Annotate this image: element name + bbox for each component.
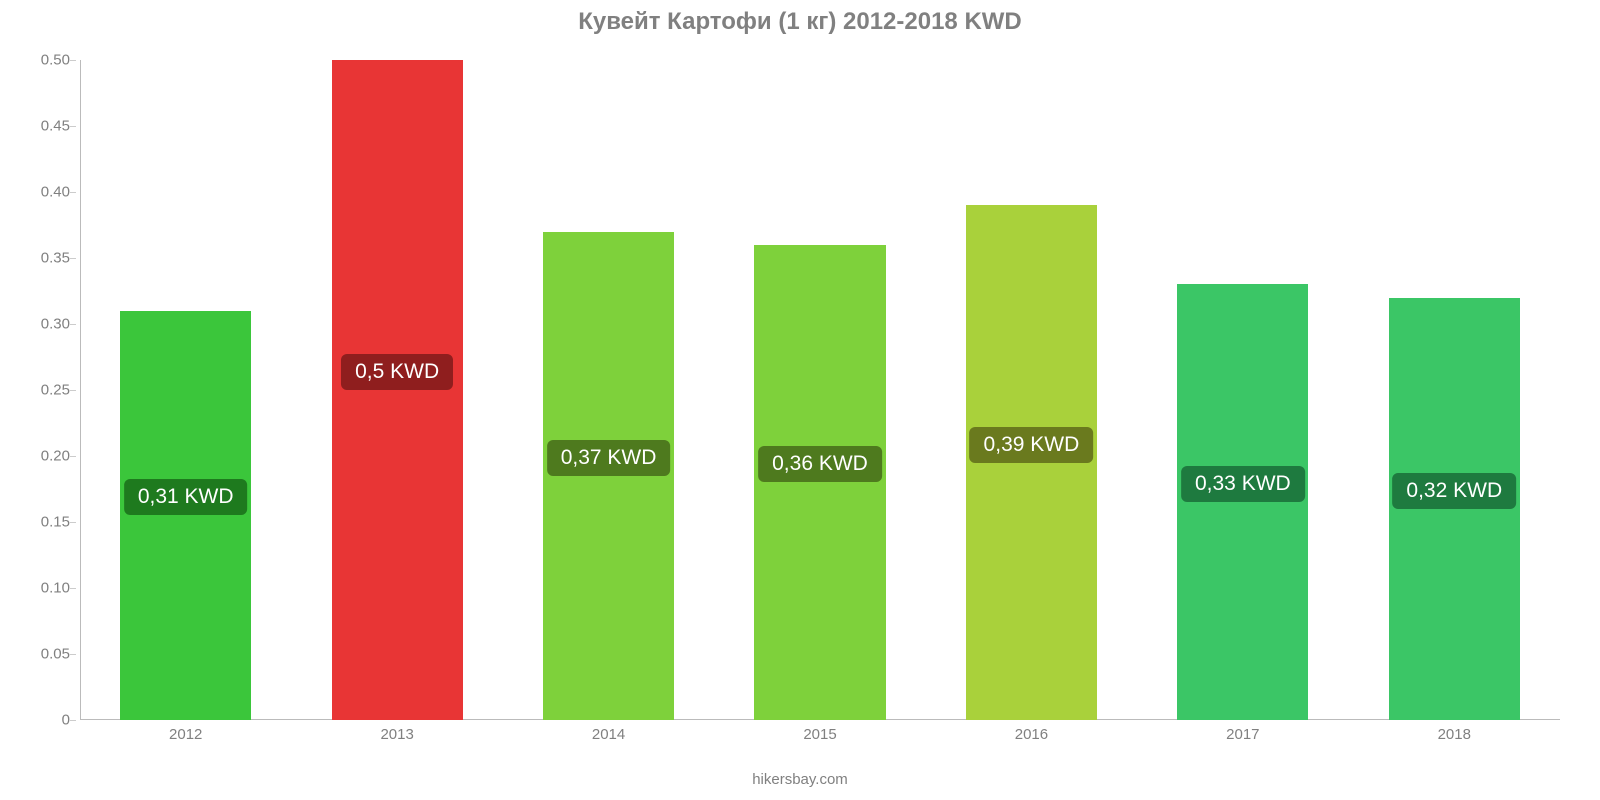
y-tick-label: 0.30 <box>41 316 70 333</box>
y-axis: 00.050.100.150.200.250.300.350.400.450.5… <box>0 60 80 720</box>
bar-value-label: 0,36 KWD <box>758 446 882 482</box>
y-tick-label: 0.15 <box>41 514 70 531</box>
bar: 0,33 KWD <box>1177 284 1308 720</box>
y-tick-mark <box>70 192 76 193</box>
y-tick-label: 0.40 <box>41 184 70 201</box>
y-tick-label: 0.20 <box>41 448 70 465</box>
y-tick-label: 0.05 <box>41 646 70 663</box>
chart-container: Кувейт Картофи (1 кг) 2012-2018 KWD 0 0.0… <box>0 0 1600 800</box>
x-tick-label: 2014 <box>592 726 625 743</box>
bar: 0,5 KWD <box>332 60 463 720</box>
bar-value-label: 0,32 KWD <box>1392 473 1516 509</box>
x-tick-label: 2017 <box>1226 726 1259 743</box>
y-tick-mark <box>70 60 76 61</box>
y-tick-mark <box>70 390 76 391</box>
bar: 0,32 KWD <box>1389 298 1520 720</box>
y-tick-mark <box>70 654 76 655</box>
y-tick-mark <box>70 522 76 523</box>
x-tick-label: 2018 <box>1438 726 1471 743</box>
y-tick-label: 0.10 <box>41 580 70 597</box>
bar-value-label: 0,39 KWD <box>970 427 1094 463</box>
y-tick-label: 0.25 <box>41 382 70 399</box>
bar-value-label: 0,37 KWD <box>547 440 671 476</box>
x-tick-label: 2013 <box>380 726 413 743</box>
y-tick-mark <box>70 126 76 127</box>
y-tick-label: 0.45 <box>41 118 70 135</box>
chart-title: Кувейт Картофи (1 кг) 2012-2018 KWD <box>0 0 1600 36</box>
x-tick-label: 2015 <box>803 726 836 743</box>
bar: 0,31 KWD <box>120 311 251 720</box>
y-tick-label: 0.50 <box>41 52 70 69</box>
y-tick-label: 0 <box>62 712 70 729</box>
plot-area: 0,31 KWD 0,5 KWD 0,37 KWD 0,36 KWD 0,39 KWD 0… <box>80 60 1560 720</box>
bar: 0,37 KWD <box>543 232 674 720</box>
footer-attribution: hikersbay.com <box>0 771 1600 788</box>
bar: 0,36 KWD <box>754 245 885 720</box>
y-tick-mark <box>70 720 76 721</box>
bar-value-label: 0,31 KWD <box>124 479 248 515</box>
bar-value-label: 0,33 KWD <box>1181 466 1305 502</box>
bar-value-label: 0,5 KWD <box>341 354 453 390</box>
y-tick-label: 0.35 <box>41 250 70 267</box>
x-axis: 2012 2013 2014 2015 2016 2017 2018 <box>80 720 1560 760</box>
bar: 0,39 KWD <box>966 205 1097 720</box>
y-tick-mark <box>70 588 76 589</box>
y-tick-mark <box>70 456 76 457</box>
x-tick-label: 2012 <box>169 726 202 743</box>
bars-group: 0,31 KWD 0,5 KWD 0,37 KWD 0,36 KWD 0,39 KWD 0… <box>80 60 1560 720</box>
y-tick-mark <box>70 324 76 325</box>
y-tick-mark <box>70 258 76 259</box>
x-tick-label: 2016 <box>1015 726 1048 743</box>
